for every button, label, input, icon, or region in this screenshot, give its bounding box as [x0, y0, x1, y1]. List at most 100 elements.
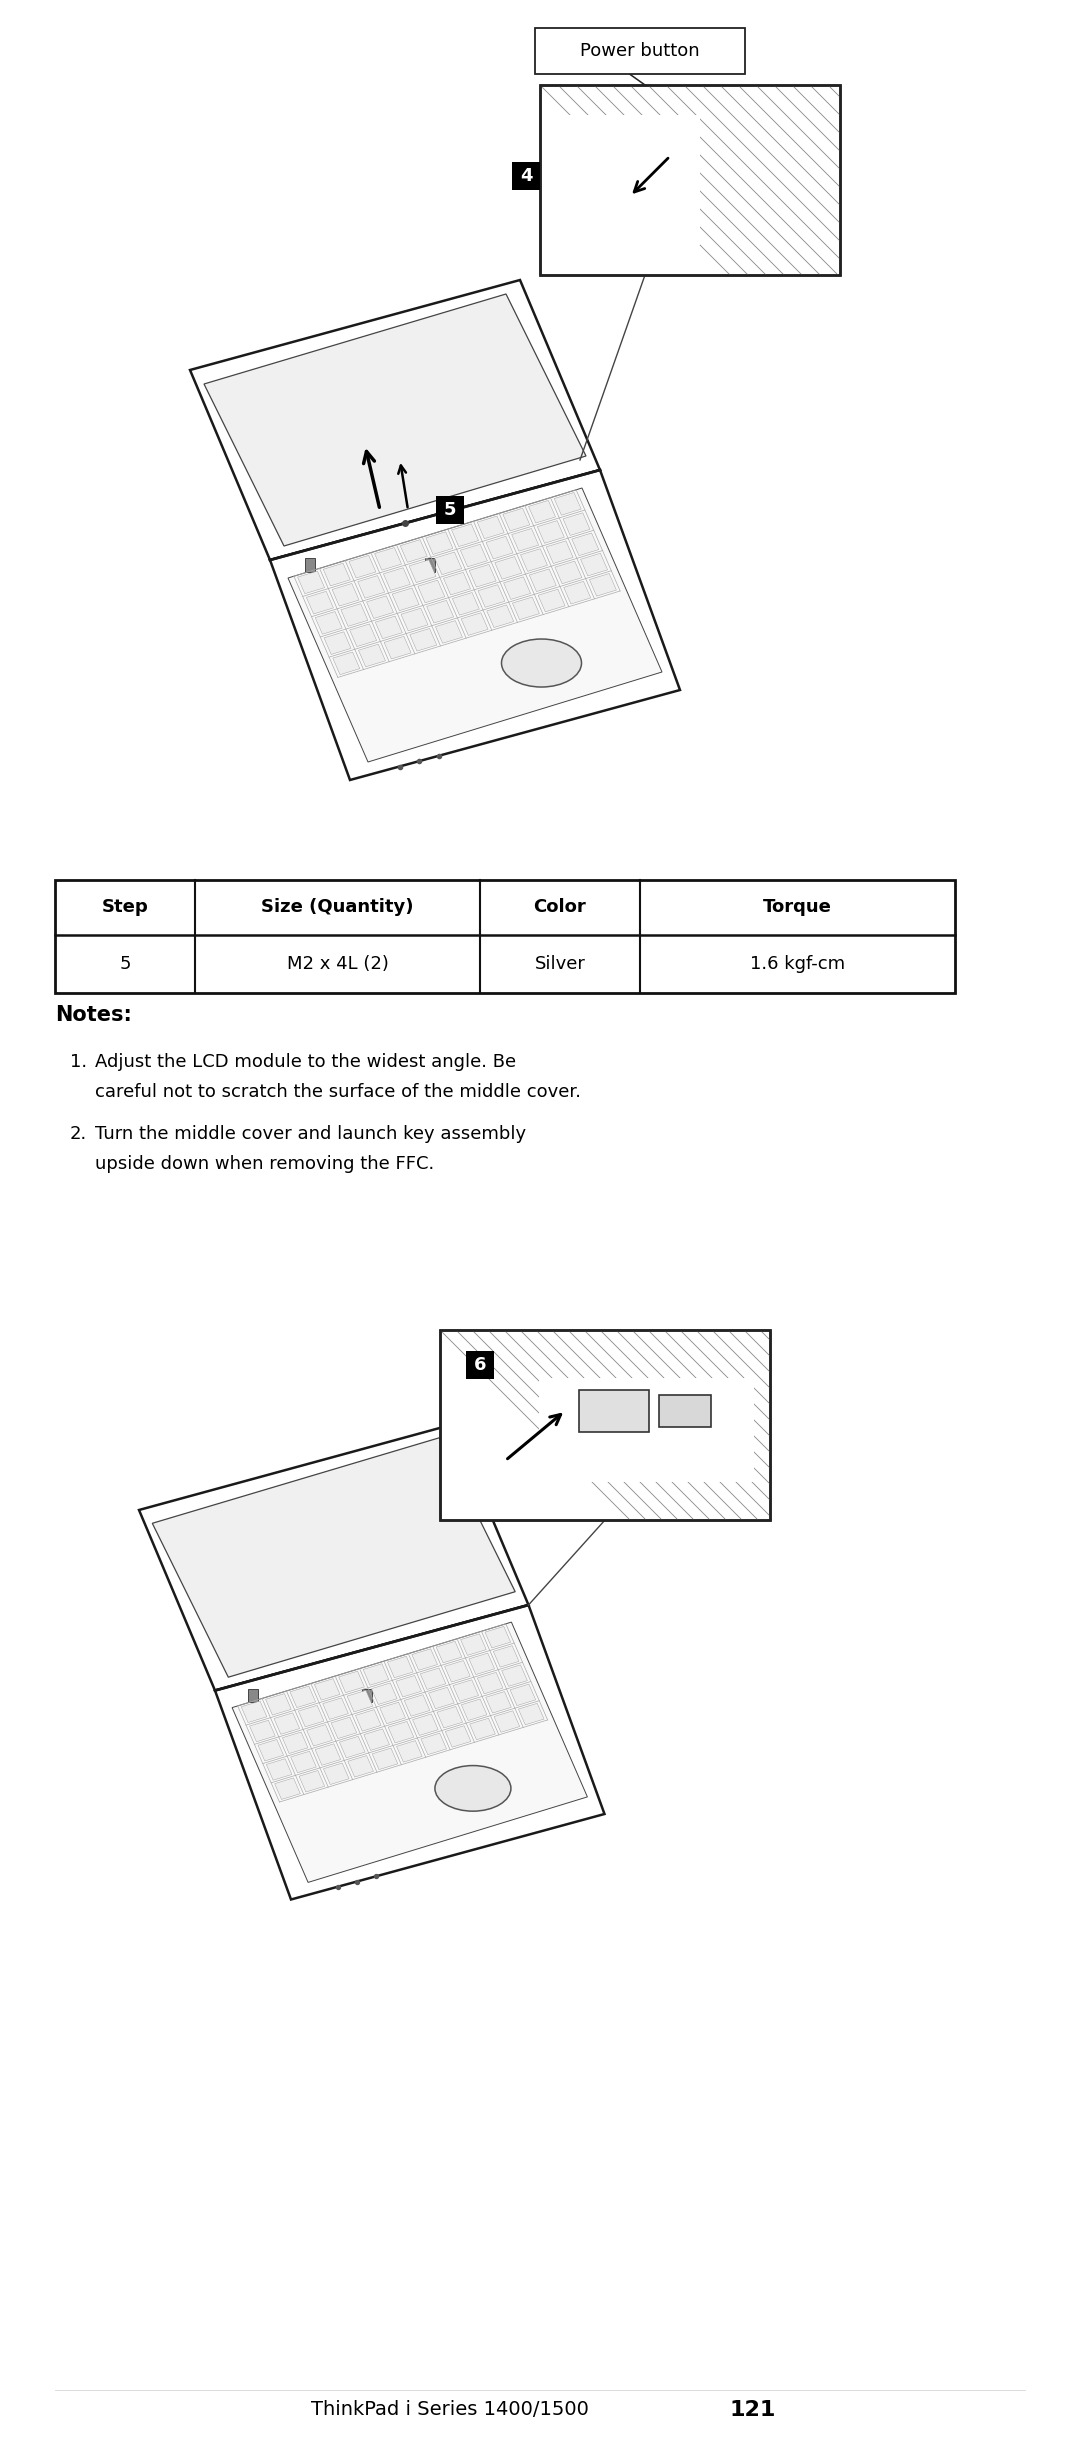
Polygon shape — [298, 1706, 324, 1726]
Polygon shape — [383, 568, 410, 590]
Polygon shape — [282, 1733, 308, 1753]
Polygon shape — [503, 509, 530, 531]
Polygon shape — [451, 524, 478, 546]
Text: 5: 5 — [119, 955, 131, 972]
Polygon shape — [503, 578, 530, 600]
Bar — [539, 1378, 754, 1481]
Polygon shape — [274, 1714, 299, 1733]
Polygon shape — [401, 539, 428, 563]
Polygon shape — [232, 1623, 588, 1883]
Polygon shape — [453, 1679, 478, 1701]
Polygon shape — [291, 1687, 315, 1709]
Polygon shape — [409, 629, 436, 651]
Polygon shape — [413, 1714, 438, 1736]
Polygon shape — [512, 529, 539, 551]
Text: Size (Quantity): Size (Quantity) — [261, 898, 414, 916]
Text: Step: Step — [102, 898, 148, 916]
Text: 1.: 1. — [70, 1053, 87, 1072]
Polygon shape — [375, 548, 402, 570]
Bar — [540, 86, 840, 274]
Polygon shape — [350, 624, 377, 646]
Polygon shape — [528, 499, 555, 524]
Polygon shape — [485, 1625, 511, 1648]
Polygon shape — [460, 1633, 486, 1655]
Polygon shape — [555, 561, 582, 583]
Polygon shape — [307, 1723, 333, 1745]
Bar — [659, 1395, 711, 1427]
Polygon shape — [427, 600, 454, 622]
Polygon shape — [564, 580, 591, 605]
Text: 1.6 kgf-cm: 1.6 kgf-cm — [750, 955, 845, 972]
Polygon shape — [315, 612, 342, 634]
Bar — [440, 1329, 770, 1520]
Polygon shape — [190, 279, 600, 561]
Polygon shape — [298, 570, 325, 595]
Polygon shape — [388, 1721, 414, 1743]
Polygon shape — [152, 1437, 515, 1677]
Text: upside down when removing the FFC.: upside down when removing the FFC. — [95, 1155, 434, 1173]
Polygon shape — [554, 492, 581, 514]
Polygon shape — [323, 563, 350, 585]
Polygon shape — [477, 517, 504, 539]
Bar — [512, 162, 540, 191]
Text: Turn the middle cover and launch key assembly: Turn the middle cover and launch key ass… — [95, 1126, 526, 1143]
Polygon shape — [366, 595, 393, 619]
Polygon shape — [333, 651, 360, 676]
Polygon shape — [376, 617, 403, 639]
Polygon shape — [348, 1755, 374, 1777]
Text: careful not to scratch the surface of the middle cover.: careful not to scratch the surface of th… — [95, 1082, 581, 1102]
Polygon shape — [435, 622, 462, 644]
Text: Adjust the LCD module to the widest angle. Be: Adjust the LCD module to the widest angl… — [95, 1053, 516, 1072]
Bar — [540, 86, 840, 274]
Bar — [305, 558, 315, 573]
Polygon shape — [445, 1726, 471, 1748]
Bar — [362, 1689, 372, 1701]
Bar — [55, 879, 955, 994]
Polygon shape — [418, 580, 445, 602]
Polygon shape — [495, 556, 522, 580]
Polygon shape — [469, 565, 496, 588]
Polygon shape — [266, 1694, 292, 1716]
Polygon shape — [461, 612, 488, 636]
Polygon shape — [469, 1652, 495, 1674]
Polygon shape — [429, 1687, 455, 1709]
Polygon shape — [359, 644, 386, 666]
Polygon shape — [404, 1694, 430, 1716]
Text: 4: 4 — [519, 166, 532, 186]
Polygon shape — [357, 575, 384, 597]
Text: M2 x 4L (2): M2 x 4L (2) — [286, 955, 389, 972]
Polygon shape — [437, 1706, 462, 1728]
Text: 121: 121 — [730, 2399, 777, 2421]
Text: 6: 6 — [474, 1356, 486, 1373]
Text: ThinkPad i Series 1400/1500: ThinkPad i Series 1400/1500 — [311, 2399, 589, 2419]
Polygon shape — [538, 521, 565, 543]
Polygon shape — [486, 536, 513, 558]
Text: Color: Color — [534, 898, 586, 916]
Polygon shape — [453, 592, 480, 614]
Polygon shape — [445, 1660, 470, 1682]
Text: 5: 5 — [444, 502, 456, 519]
Polygon shape — [341, 605, 368, 627]
Polygon shape — [420, 1667, 446, 1689]
Polygon shape — [288, 487, 662, 761]
Ellipse shape — [501, 639, 581, 688]
Polygon shape — [339, 1736, 365, 1758]
Polygon shape — [355, 1709, 381, 1731]
Polygon shape — [563, 512, 590, 536]
Polygon shape — [421, 1733, 446, 1755]
Polygon shape — [460, 543, 487, 568]
Polygon shape — [274, 1777, 300, 1799]
Polygon shape — [139, 1425, 528, 1692]
Polygon shape — [444, 573, 471, 595]
Polygon shape — [518, 1704, 544, 1726]
Bar — [579, 1390, 649, 1432]
Bar — [465, 1351, 494, 1378]
Polygon shape — [571, 534, 598, 556]
Polygon shape — [411, 1650, 437, 1670]
Polygon shape — [590, 573, 617, 597]
Polygon shape — [477, 1672, 503, 1694]
Polygon shape — [363, 1665, 389, 1684]
Polygon shape — [315, 1743, 340, 1765]
Polygon shape — [339, 1672, 364, 1692]
Bar — [426, 558, 435, 573]
